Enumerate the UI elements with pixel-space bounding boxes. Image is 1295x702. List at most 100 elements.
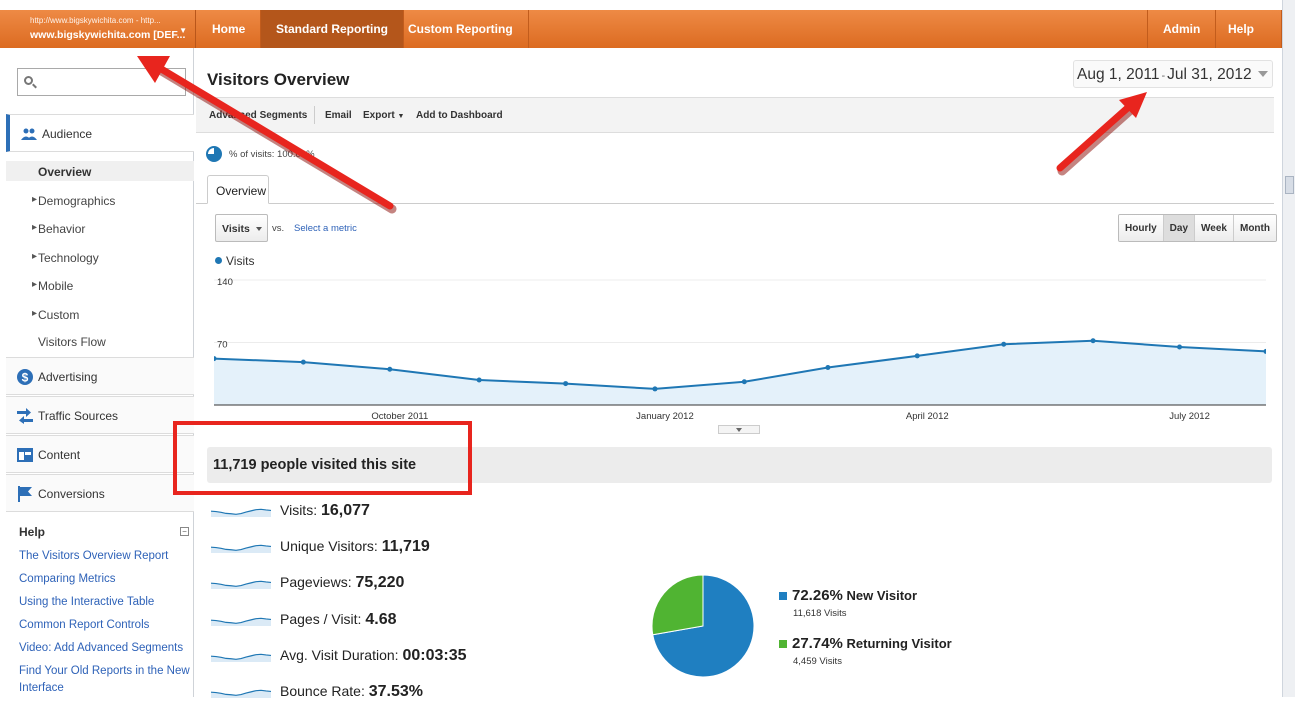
sparkline-area [211, 509, 271, 517]
date-range-picker[interactable]: Aug 1, 2011- Jul 31, 2012 [1073, 60, 1273, 88]
report-toolbar: Advanced Segments Email Export ▼ Add to … [196, 97, 1274, 133]
nav-admin[interactable]: Admin [1147, 10, 1217, 48]
sidebar: Audience Overview Demographics Behavior … [6, 48, 194, 697]
hourly-button[interactable]: Hourly [1119, 215, 1164, 241]
pie-legend-new: 72.26% New Visitor [779, 587, 917, 604]
pie-legend-returning-visits: 4,459 Visits [793, 656, 842, 667]
sparkline [211, 580, 271, 589]
week-button[interactable]: Week [1195, 215, 1234, 241]
sidebar-item-custom[interactable]: Custom [32, 308, 79, 322]
advertising-label: Advertising [38, 370, 98, 384]
sidebar-section-traffic-sources[interactable]: Traffic Sources [6, 396, 194, 434]
export-button[interactable]: Export ▼ [363, 110, 404, 121]
metric-text: Visits: 16,077 [280, 502, 370, 520]
top-navigation-bar: http://www.bigskywichita.com - http... w… [0, 0, 1282, 74]
account-name: www.bigskywichita.com [DEF... [30, 29, 186, 41]
sidebar-section-content[interactable]: Content [6, 435, 194, 473]
help-link[interactable]: Common Report Controls [19, 619, 150, 631]
metric-value: 37.53% [368, 683, 423, 700]
metric-label: Visits [222, 223, 250, 235]
x-tick-label: July 2012 [1169, 411, 1210, 422]
x-tick-label: January 2012 [636, 411, 694, 422]
metric-label: Unique Visitors: [280, 538, 378, 554]
granularity-toggle: Hourly Day Week Month [1118, 214, 1277, 242]
metric-value: 00:03:35 [402, 647, 467, 664]
data-point [652, 386, 658, 392]
sidebar-item-mobile[interactable]: Mobile [32, 279, 73, 293]
visits-line-chart[interactable]: 140 70 October 2011 January 2012 April 2012 J… [214, 276, 1266, 426]
search-input[interactable] [17, 68, 186, 96]
tab-divider [196, 203, 1274, 204]
audience-label: Audience [42, 127, 93, 141]
sidebar-item-behavior[interactable]: Behavior [32, 222, 85, 236]
series-area [214, 340, 1266, 405]
metric-dropdown[interactable]: Visits [215, 214, 268, 242]
metric-label: Avg. Visit Duration: [280, 647, 399, 663]
help-link[interactable]: The Visitors Overview Report [19, 550, 169, 562]
nav-help[interactable]: Help ⇗ [1213, 10, 1282, 74]
sparkline-line [211, 689, 271, 696]
flag-icon [18, 486, 32, 502]
data-point [214, 356, 217, 362]
help-link[interactable]: Find Your Old Reports in the New [19, 665, 190, 677]
traffic-sources-label: Traffic Sources [38, 409, 119, 423]
main-content: Visitors Overview Aug 1, 2011- Jul 31, 20… [196, 48, 1282, 700]
sparkline-area [211, 581, 271, 589]
account-selector[interactable]: http://www.bigskywichita.com - http... w… [6, 10, 196, 48]
sparkline [211, 689, 271, 698]
content-page-icon [17, 448, 33, 462]
pie-legend-new-visits: 11,618 Visits [793, 608, 847, 619]
sparkline [211, 544, 271, 553]
y-tick-label: 140 [217, 277, 233, 288]
date-end: Jul 31, 2012 [1167, 66, 1252, 83]
metric-value: 75,220 [355, 574, 405, 591]
email-button[interactable]: Email [325, 110, 352, 121]
metric-label: Visits: [280, 502, 318, 518]
nav-custom-reporting[interactable]: Custom Reporting [393, 10, 529, 48]
sidebar-section-audience[interactable]: Audience [6, 114, 194, 152]
sparkline [211, 508, 271, 517]
nav-home[interactable]: Home [197, 10, 262, 48]
collapse-icon[interactable]: − [180, 527, 189, 536]
add-to-dashboard-button[interactable]: Add to Dashboard [416, 110, 503, 121]
chevron-down-icon: ▼ [397, 113, 405, 120]
data-point [1090, 338, 1096, 344]
legend-swatch [779, 592, 787, 600]
select-metric-link[interactable]: Select a metric [294, 223, 357, 234]
metric-text: Pages / Visit: 4.68 [280, 611, 396, 629]
y-tick-label: 70 [217, 340, 228, 351]
legend-percent: 27.74% [792, 635, 843, 652]
help-link[interactable]: Video: Add Advanced Segments [19, 642, 184, 654]
help-link[interactable]: Using the Interactive Table [19, 596, 155, 608]
sparkline-area [211, 618, 271, 626]
legend-name: New Visitor [846, 588, 918, 603]
chart-legend: Visits [215, 254, 254, 268]
sidebar-item-visitors-flow[interactable]: Visitors Flow [38, 335, 106, 349]
advanced-segments-button[interactable]: Advanced Segments [209, 110, 308, 121]
legend-name: Returning Visitor [846, 636, 952, 651]
sidebar-item-technology[interactable]: Technology [32, 251, 99, 265]
month-button[interactable]: Month [1233, 215, 1276, 241]
chart-collapse-handle[interactable] [718, 425, 760, 434]
scrollbar-thumb[interactable] [1285, 176, 1294, 194]
nav-standard-reporting[interactable]: Standard Reporting [261, 10, 405, 48]
data-point [1263, 348, 1266, 354]
sparkline-line [211, 653, 271, 660]
help-link-continued[interactable]: Interface [19, 682, 64, 694]
day-button[interactable]: Day [1163, 215, 1196, 241]
legend-percent: 72.26% [792, 587, 843, 604]
help-link[interactable]: Comparing Metrics [19, 573, 116, 585]
sidebar-item-demographics[interactable]: Demographics [32, 194, 115, 208]
visitor-type-pie-chart[interactable] [651, 564, 755, 688]
dollar-icon: $ [17, 369, 33, 385]
legend-swatch [779, 640, 787, 648]
svg-text:$: $ [22, 371, 29, 385]
sidebar-section-advertising[interactable]: $ Advertising [6, 357, 194, 395]
sparkline-line [211, 617, 271, 624]
sidebar-item-overview[interactable]: Overview [38, 165, 92, 179]
sidebar-section-conversions[interactable]: Conversions [6, 474, 194, 512]
pie-slice[interactable] [651, 574, 704, 636]
tab-overview[interactable]: Overview [207, 175, 269, 204]
vertical-scrollbar[interactable] [1282, 0, 1295, 697]
sparkline-line [211, 508, 271, 515]
